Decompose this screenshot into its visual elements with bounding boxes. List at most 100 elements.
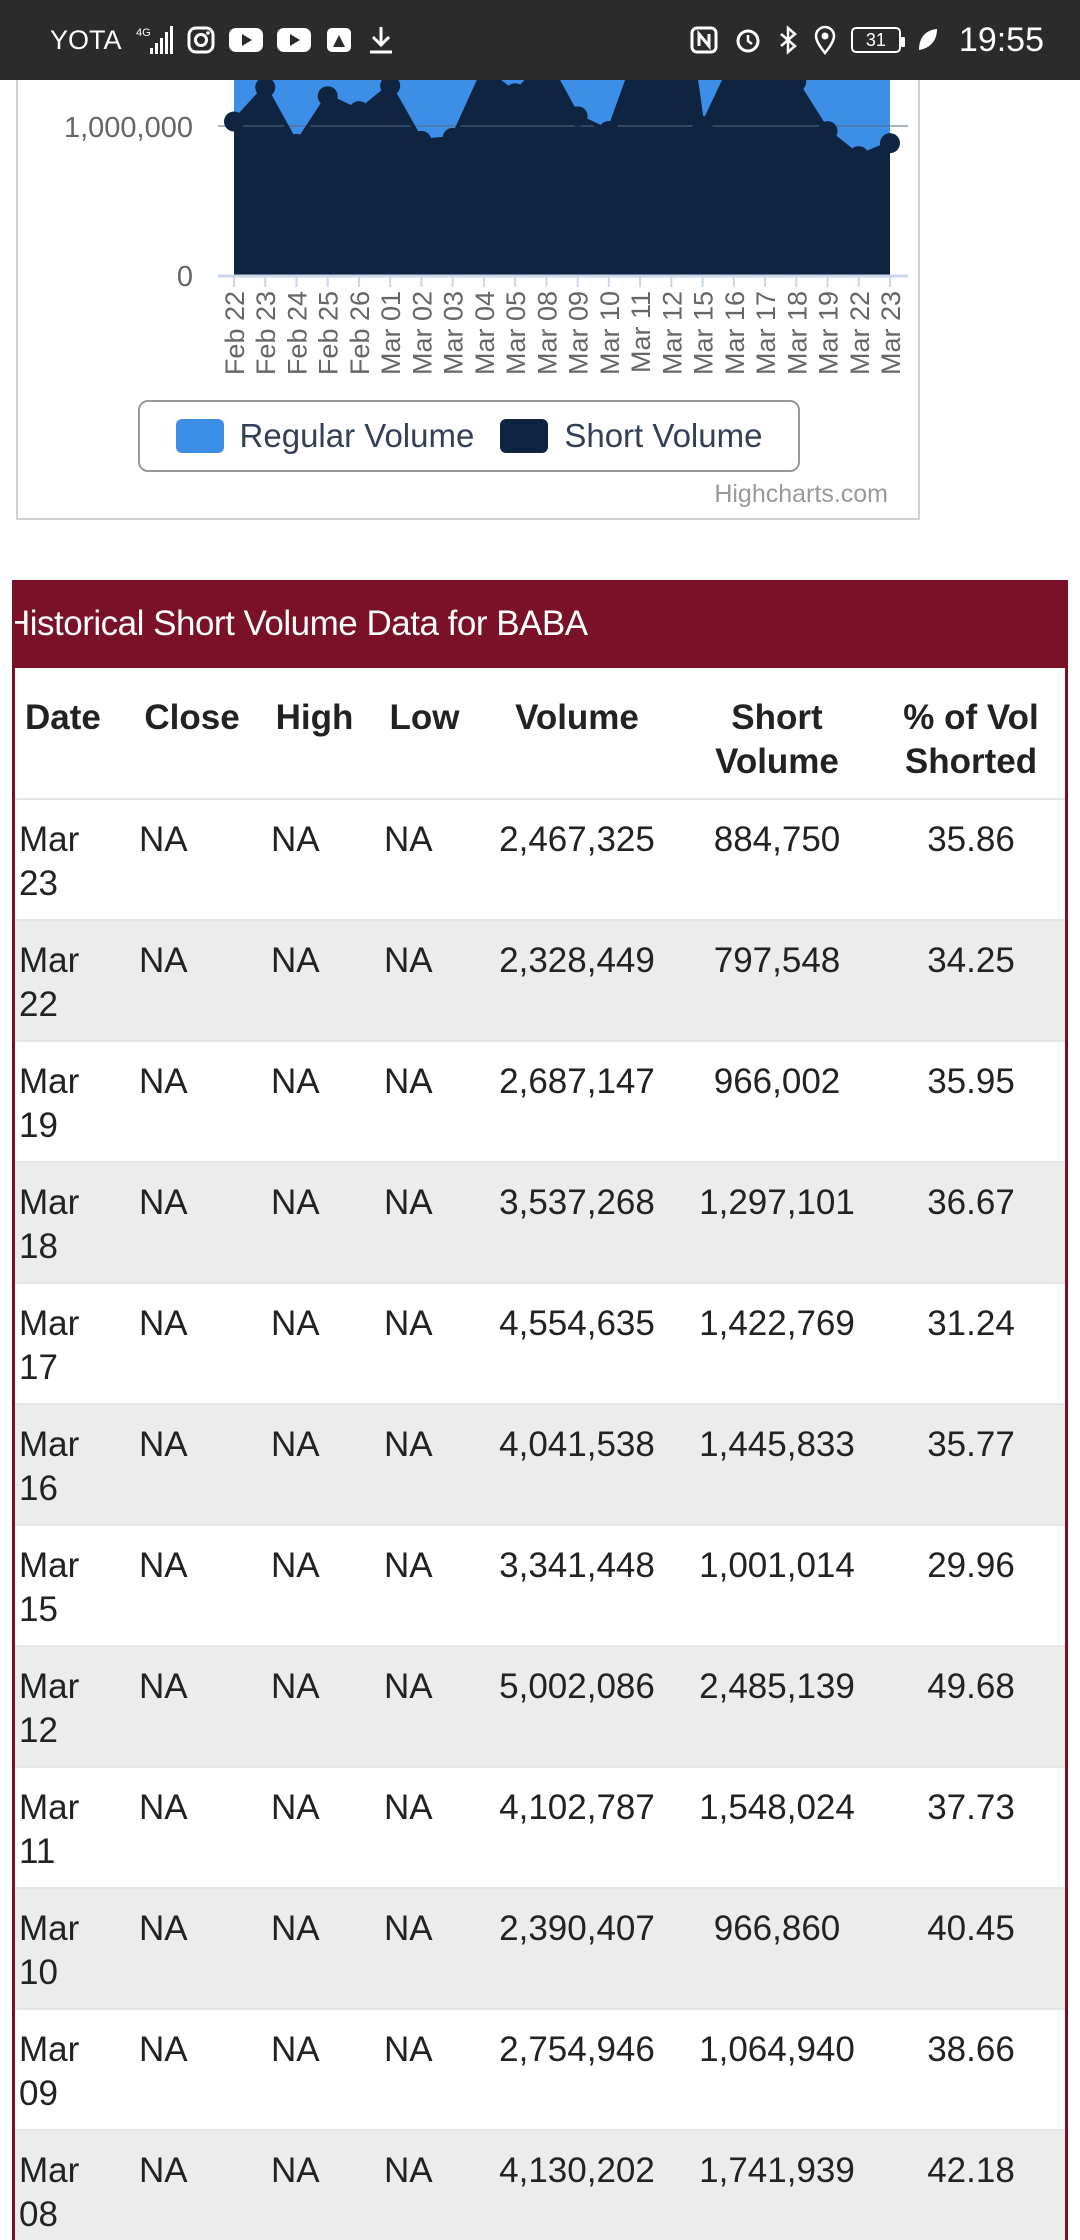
cell-pct-shorted: 34.25 (877, 920, 1065, 1042)
table-row: Mar 23 NA NA NA 2,467,325 884,750 35.86 (15, 799, 1065, 921)
y-tick-label: 1,000,000 (64, 112, 193, 144)
youtube-icon (276, 26, 312, 54)
cell-date: Mar 11 (15, 1767, 127, 1889)
chart-legend: Regular Volume Short Volume (138, 400, 800, 472)
cell-short-volume: 1,297,101 (677, 1162, 877, 1284)
column-header-pct-shorted: % of Vol Shorted (877, 686, 1065, 800)
x-tick-label: Feb 22 (220, 291, 250, 375)
cell-close: NA (127, 2130, 257, 2240)
cell-short-volume: 1,422,769 (677, 1283, 877, 1405)
cell-close: NA (127, 1404, 257, 1526)
short-volume-point (224, 111, 244, 132)
short-volume-point (286, 133, 307, 154)
x-tick-label: Mar 10 (595, 291, 625, 375)
cell-date: Mar 09 (15, 2009, 127, 2131)
column-header-short-volume: Short Volume (677, 686, 877, 800)
legend-item-short-volume[interactable]: Short Volume (500, 417, 762, 455)
x-tick-label: Feb 24 (283, 291, 313, 375)
signal-icon: 4G (134, 24, 174, 56)
x-tick-label: Mar 17 (751, 291, 781, 375)
cell-short-volume: 1,001,014 (677, 1525, 877, 1647)
short-volume-table-section: Historical Short Volume Data for BABA Da… (12, 580, 1068, 2240)
x-tick-label: Mar 19 (814, 291, 844, 375)
x-tick-label: Mar 04 (470, 291, 500, 375)
cell-pct-shorted: 35.86 (877, 799, 1065, 921)
short-volume-point (411, 130, 432, 151)
cell-volume: 2,390,407 (477, 1888, 677, 2010)
cell-low: NA (372, 1646, 477, 1768)
cell-high: NA (257, 1888, 372, 2010)
legend-item-regular-volume[interactable]: Regular Volume (175, 417, 475, 455)
cell-volume: 4,130,202 (477, 2130, 677, 2240)
cell-close: NA (127, 1041, 257, 1163)
short-volume-point (848, 146, 869, 167)
cell-pct-shorted: 35.95 (877, 1041, 1065, 1163)
table-row: Mar 09 NA NA NA 2,754,946 1,064,940 38.66 (15, 2009, 1065, 2131)
short-volume-point (317, 86, 338, 107)
x-tick-label: Mar 23 (876, 291, 906, 375)
cell-pct-shorted: 29.96 (877, 1525, 1065, 1647)
cell-low: NA (372, 1525, 477, 1647)
cell-pct-shorted: 31.24 (877, 1283, 1065, 1405)
cell-short-volume: 2,485,139 (677, 1646, 877, 1768)
cell-pct-shorted: 38.66 (877, 2009, 1065, 2131)
table-row: Mar 17 NA NA NA 4,554,635 1,422,769 31.24 (15, 1283, 1065, 1405)
x-tick-label: Mar 22 (845, 291, 875, 375)
x-tick-label: Feb 23 (251, 291, 281, 375)
cell-volume: 4,554,635 (477, 1283, 677, 1405)
chart-canvas: 0 1,000,000 Feb 22 Feb 23 Feb 24 Feb 25 Feb 26… (64, 42, 908, 375)
short-volume-point (505, 83, 526, 104)
cell-short-volume: 1,064,940 (677, 2009, 877, 2131)
x-tick-label: Mar 03 (439, 291, 469, 375)
table-header-row: Date Close High Low Volume Short Volume %… (15, 686, 1065, 800)
x-tick-label: Mar 16 (720, 291, 750, 375)
cell-pct-shorted: 35.77 (877, 1404, 1065, 1526)
table-row: Mar 15 NA NA NA 3,341,448 1,001,014 29.96 (15, 1525, 1065, 1647)
download-icon (366, 24, 396, 56)
status-bar: YOTA 4G (0, 0, 1080, 80)
legend-label-regular: Regular Volume (239, 417, 475, 454)
cell-close: NA (127, 1525, 257, 1647)
cell-pct-shorted: 49.68 (877, 1646, 1065, 1768)
nfc-icon (689, 25, 719, 55)
table-title: Historical Short Volume Data for BABA (15, 580, 1065, 668)
cell-date: Mar 18 (15, 1162, 127, 1284)
x-tick-label: Feb 26 (345, 291, 375, 375)
column-header-volume: Volume (477, 686, 677, 800)
youtube-icon (228, 26, 264, 54)
highcharts-credit-link[interactable]: Highcharts.com (714, 480, 888, 508)
table-row: Mar 16 NA NA NA 4,041,538 1,445,833 35.77 (15, 1404, 1065, 1526)
x-tick-label: Mar 08 (532, 291, 562, 375)
cell-high: NA (257, 1646, 372, 1768)
legend-label-short: Short Volume (564, 417, 763, 454)
cell-low: NA (372, 1041, 477, 1163)
cell-date: Mar 15 (15, 1525, 127, 1647)
short-volume-point (442, 127, 463, 148)
cell-low: NA (372, 1283, 477, 1405)
cell-short-volume: 1,548,024 (677, 1767, 877, 1889)
cell-date: Mar 16 (15, 1404, 127, 1526)
x-tick-label: Mar 15 (689, 291, 719, 375)
cell-high: NA (257, 1283, 372, 1405)
cell-short-volume: 966,860 (677, 1888, 877, 2010)
cell-date: Mar 23 (15, 799, 127, 921)
x-tick-label: Mar 18 (782, 291, 812, 375)
carrier-label: YOTA (50, 24, 122, 55)
x-tick-label: Mar 02 (407, 291, 437, 375)
cell-volume: 5,002,086 (477, 1646, 677, 1768)
x-tick-label: Mar 01 (376, 291, 406, 375)
cell-pct-shorted: 42.18 (877, 2130, 1065, 2240)
cell-close: NA (127, 1283, 257, 1405)
x-tick-label: Feb 25 (314, 291, 344, 375)
cell-high: NA (257, 1767, 372, 1889)
cell-volume: 3,341,448 (477, 1525, 677, 1647)
cell-pct-shorted: 40.45 (877, 1888, 1065, 2010)
leaf-icon (915, 26, 939, 54)
cell-close: NA (127, 920, 257, 1042)
cell-high: NA (257, 2009, 372, 2131)
table-row: Mar 10 NA NA NA 2,390,407 966,860 40.45 (15, 1888, 1065, 2010)
short-volume-chart: 0 1,000,000 Feb 22 Feb 23 Feb 24 Feb 25 Feb 26… (16, 40, 920, 520)
cell-close: NA (127, 1162, 257, 1284)
table-row: Mar 19 NA NA NA 2,687,147 966,002 35.95 (15, 1041, 1065, 1163)
cell-low: NA (372, 1162, 477, 1284)
